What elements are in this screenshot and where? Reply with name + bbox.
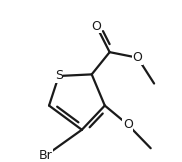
Text: O: O [92, 20, 102, 33]
Text: O: O [133, 51, 143, 64]
Text: O: O [123, 118, 133, 131]
Text: S: S [55, 69, 63, 82]
Text: Br: Br [39, 149, 53, 162]
